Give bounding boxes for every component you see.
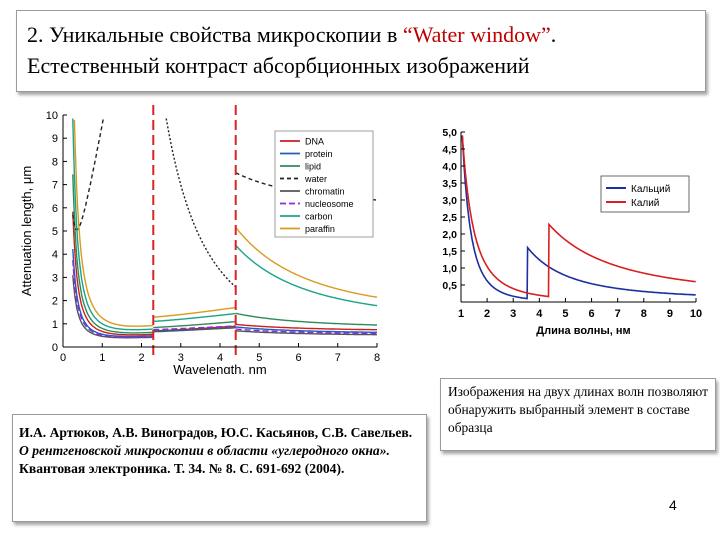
title-accent: “Water window” bbox=[402, 22, 551, 47]
legend-label: lipid bbox=[305, 162, 321, 172]
x-tick-label: 5 bbox=[256, 352, 262, 364]
title-line-2: Естественный контраст абсорбционных изоб… bbox=[27, 53, 530, 78]
x-tick-label: 1 bbox=[99, 352, 105, 364]
y-tick-label: 3,5 bbox=[442, 178, 457, 190]
x-tick-label: 3 bbox=[178, 352, 184, 364]
legend-label: water bbox=[304, 174, 327, 184]
y-tick-label: 0 bbox=[52, 342, 58, 354]
y-tick-label: 10 bbox=[46, 110, 58, 122]
reference-box: И.А. Артюков, А.В. Виноградов, Ю.С. Кась… bbox=[12, 414, 427, 522]
title-box: 2. Уникальные свойства микроскопии в “Wa… bbox=[16, 10, 706, 92]
y-tick-label: 4 bbox=[52, 249, 58, 261]
attenuation-chart: 0 1 2 3 4 5 6 7 8 0 1 2 3 4 5 6 7 8 9 10 Wavelength, nm Atten… bbox=[17, 101, 385, 374]
y-tick-label: 5 bbox=[52, 226, 58, 238]
y-tick-label: 7 bbox=[52, 180, 58, 192]
legend-label: Кальций bbox=[631, 184, 670, 195]
legend-box bbox=[274, 130, 374, 238]
reference-authors: И.А. Артюков, А.В. Виноградов, Ю.С. Кась… bbox=[19, 425, 413, 440]
y-tick-label: 1 bbox=[52, 319, 58, 331]
series-line-chromatin bbox=[72, 275, 377, 339]
x-tick-label: 6 bbox=[588, 308, 594, 320]
legend-label: chromatin bbox=[305, 187, 345, 197]
y-tick-label: 5,0 bbox=[442, 127, 457, 139]
title-line-1: 2. Уникальные свойства микроскопии в “Wa… bbox=[27, 19, 697, 50]
x-tick-label: 1 bbox=[458, 308, 464, 320]
y-tick-label: 8 bbox=[52, 156, 58, 168]
x-tick-label: 6 bbox=[295, 352, 301, 364]
legend-label: paraffin bbox=[305, 224, 335, 234]
legend-label: carbon bbox=[305, 212, 333, 222]
legend-label: DNA bbox=[305, 137, 324, 147]
x-tick-label: 7 bbox=[335, 352, 341, 364]
series-line-carbon bbox=[72, 118, 378, 331]
y-tick-label: 4,0 bbox=[442, 161, 457, 173]
y-tick-label: 3,0 bbox=[442, 195, 457, 207]
series-line-lipid bbox=[72, 174, 377, 334]
y-tick-label: 1,0 bbox=[442, 263, 457, 275]
x-tick-label: 5 bbox=[562, 308, 568, 320]
note-box: Изображения на двух длинах волн позволяю… bbox=[440, 378, 716, 451]
y-tick-label: 2,5 bbox=[442, 212, 457, 224]
series-line-nucleosome bbox=[72, 260, 377, 338]
x-tick-label: 10 bbox=[690, 308, 702, 320]
y-tick-label: 2 bbox=[52, 296, 58, 308]
note-text: Изображения на двух длинах волн позволяю… bbox=[448, 384, 708, 435]
x-tick-label: 2 bbox=[484, 308, 490, 320]
x-axis-label: Wavelength, nm bbox=[173, 362, 266, 374]
x-tick-label: 2 bbox=[138, 352, 144, 364]
y-tick-label: 9 bbox=[52, 133, 58, 145]
series-line-calcium bbox=[461, 135, 696, 300]
legend-box bbox=[600, 175, 690, 213]
x-tick-label: 9 bbox=[667, 308, 673, 320]
series-line-potassium bbox=[461, 135, 696, 298]
title-suffix: . bbox=[550, 22, 557, 47]
x-axis-label: Длина волны, нм bbox=[536, 325, 630, 337]
element-absorption-chart: 1 2 3 4 5 6 7 8 9 10 0,5 1,0 1,5 2,0 2,5 3,0 3,5 4,0 4,5 5,… bbox=[411, 120, 706, 342]
x-tick-label: 0 bbox=[60, 352, 66, 364]
y-tick-label: 1,5 bbox=[442, 246, 457, 258]
legend-label: protein bbox=[305, 149, 333, 159]
title-prefix: 2. Уникальные свойства микроскопии в bbox=[27, 22, 403, 47]
water-window-curve bbox=[165, 118, 236, 288]
page-number: 4 bbox=[669, 497, 677, 513]
y-tick-label: 6 bbox=[52, 203, 58, 215]
x-tick-label: 4 bbox=[536, 308, 543, 320]
y-tick-label: 0,5 bbox=[442, 280, 457, 292]
x-tick-label: 8 bbox=[374, 352, 380, 364]
y-tick-label: 2,0 bbox=[442, 229, 457, 241]
y-tick-label: 4,5 bbox=[442, 144, 457, 156]
x-tick-label: 3 bbox=[510, 308, 516, 320]
x-tick-label: 7 bbox=[615, 308, 621, 320]
chart-background bbox=[411, 120, 706, 342]
legend-label: nucleosome bbox=[305, 199, 354, 209]
reference-article: О рентгеновской микроскопии в области «у… bbox=[19, 443, 390, 458]
legend-label: Калий bbox=[631, 198, 659, 209]
x-tick-label: 4 bbox=[217, 352, 223, 364]
y-axis-label: Attenuation length, μm bbox=[19, 166, 34, 296]
series-line-paraffin bbox=[73, 119, 378, 327]
reference-journal: Квантовая электроника. Т. 34. № 8. С. 69… bbox=[19, 461, 345, 476]
x-tick-label: 8 bbox=[641, 308, 647, 320]
y-tick-label: 3 bbox=[52, 272, 58, 284]
